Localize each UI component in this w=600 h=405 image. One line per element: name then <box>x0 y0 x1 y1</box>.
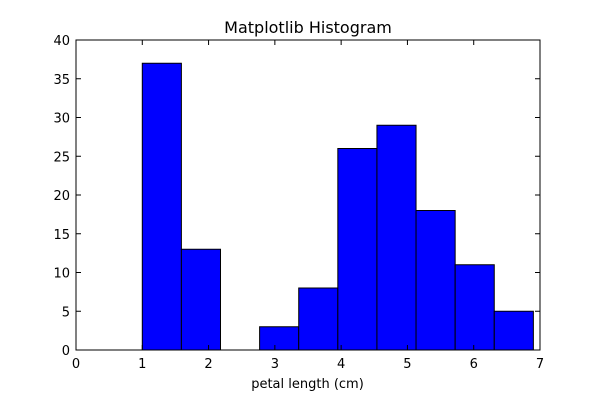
y-tick-label: 25 <box>53 150 70 165</box>
bars-layer <box>141 62 534 351</box>
histogram-bar-9 <box>493 310 534 351</box>
histogram-bar-8 <box>454 264 495 351</box>
x-tick-label: 1 <box>138 357 146 372</box>
x-tick-label: 7 <box>536 357 544 372</box>
y-tick-label: 5 <box>62 305 70 320</box>
y-tick-label: 15 <box>53 228 70 243</box>
y-tick-label: 40 <box>53 34 70 49</box>
chart-title: Matplotlib Histogram <box>224 18 392 37</box>
x-tick-label: 0 <box>72 357 80 372</box>
x-tick-label: 4 <box>337 357 345 372</box>
y-tick-label: 20 <box>53 189 70 204</box>
y-tick-label: 30 <box>53 112 70 127</box>
histogram-bar-6 <box>376 124 417 351</box>
y-tick-label: 35 <box>53 73 70 88</box>
histogram-bar-3 <box>259 326 300 351</box>
x-tick-label: 2 <box>204 357 212 372</box>
x-tick-label: 6 <box>470 357 478 372</box>
histogram-bar-1 <box>180 248 222 351</box>
x-tick-label: 5 <box>403 357 411 372</box>
y-tick-label: 10 <box>53 267 70 282</box>
x-axis-label: petal length (cm) <box>251 377 364 392</box>
y-tick-label: 0 <box>62 344 70 359</box>
histogram-bar-7 <box>415 210 456 351</box>
histogram-bar-4 <box>298 287 339 351</box>
axes-layer: 0 1 2 3 4 5 6 7 0 5 10 15 20 25 30 35 40 <box>53 34 544 372</box>
histogram-bar-5 <box>337 148 378 351</box>
histogram-bar-0 <box>141 62 182 351</box>
x-tick-label: 3 <box>271 357 279 372</box>
